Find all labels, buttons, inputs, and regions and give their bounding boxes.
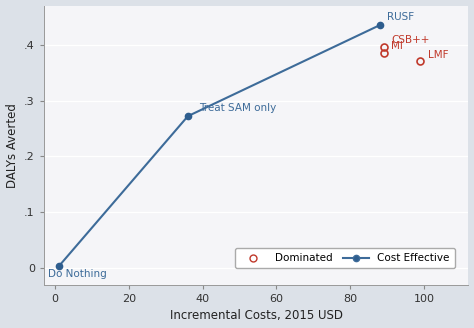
Text: RUSF: RUSF (387, 12, 414, 22)
Y-axis label: DALYs Averted: DALYs Averted (6, 103, 18, 188)
Text: MI: MI (391, 41, 403, 51)
X-axis label: Incremental Costs, 2015 USD: Incremental Costs, 2015 USD (170, 309, 343, 322)
Legend: Dominated, Cost Effective: Dominated, Cost Effective (235, 248, 455, 269)
Text: LMF: LMF (428, 50, 448, 60)
Text: Do Nothing: Do Nothing (47, 269, 106, 279)
Text: CSB++: CSB++ (391, 35, 429, 45)
Text: Treat SAM only: Treat SAM only (199, 103, 276, 113)
